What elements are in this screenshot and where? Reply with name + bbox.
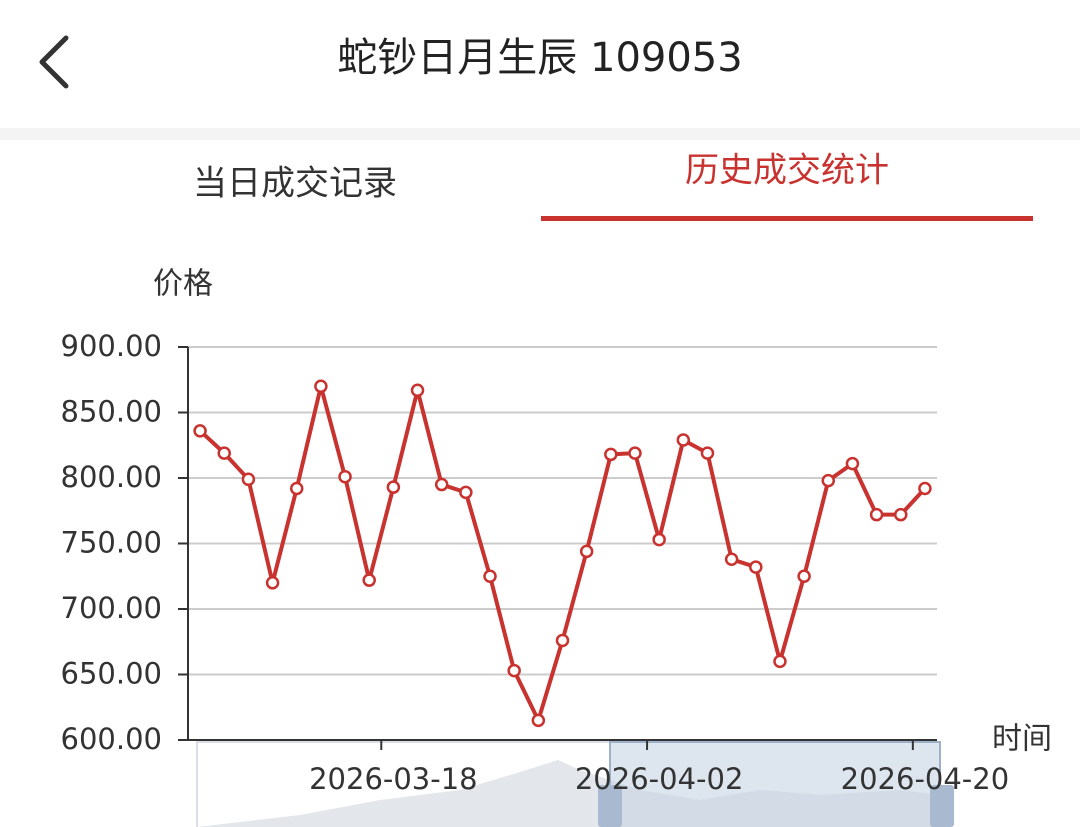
data-zoom[interactable] [196, 741, 954, 827]
separator [0, 128, 1080, 140]
x-tick-label: 2026-03-18 [309, 762, 478, 796]
data-point [241, 472, 256, 487]
data-point [193, 424, 207, 438]
data-point [821, 473, 836, 488]
data-point [265, 576, 280, 590]
data-point [434, 477, 449, 492]
y-tick-label: 750.00 [61, 526, 162, 560]
data-point [604, 447, 618, 462]
data-point [531, 713, 546, 728]
data-point [386, 480, 401, 494]
zoom-window[interactable] [609, 741, 941, 827]
data-point [749, 560, 763, 574]
data-point [555, 633, 570, 648]
x-tick-label: 2026-04-02 [575, 762, 744, 796]
y-tick-label: 850.00 [61, 395, 162, 429]
tab[interactable]: 当日成交记录 [193, 164, 397, 204]
data-point [507, 663, 521, 678]
x-tick-label: 2026-04-20 [841, 762, 1010, 796]
data-point [797, 569, 811, 583]
data-point [676, 433, 691, 447]
data-point [894, 507, 908, 522]
data-point [700, 446, 715, 460]
tab[interactable]: 历史成交统计 [685, 151, 889, 191]
zoom-handle[interactable] [598, 785, 622, 827]
data-point [362, 573, 376, 587]
y-tick-label: 700.00 [61, 591, 162, 625]
y-tick-label: 650.00 [61, 657, 162, 691]
data-point [217, 446, 231, 460]
page-title: 蛇钞日月生辰 109053 [337, 35, 742, 81]
data-point [289, 481, 304, 496]
y-tick-label: 600.00 [61, 722, 162, 756]
x-axis-title: 时间 [992, 722, 1052, 757]
data-point [579, 544, 594, 559]
data-point [314, 379, 328, 394]
y-tick-label: 900.00 [61, 329, 162, 363]
data-point [773, 654, 787, 669]
tab-indicator [541, 216, 1033, 221]
data-point [410, 383, 425, 397]
data-line [198, 384, 927, 723]
data-point [845, 456, 860, 471]
data-point [652, 532, 666, 547]
data-point [483, 569, 497, 583]
data-point [869, 507, 884, 522]
y-axis-title: 价格 [153, 267, 213, 302]
data-point [724, 552, 739, 566]
data-point [459, 485, 473, 500]
data-point [918, 481, 932, 496]
y-tick-label: 800.00 [61, 460, 162, 494]
data-point [628, 446, 642, 460]
data-point [338, 469, 352, 484]
zoom-handle[interactable] [930, 785, 954, 827]
back-button[interactable] [39, 35, 69, 89]
